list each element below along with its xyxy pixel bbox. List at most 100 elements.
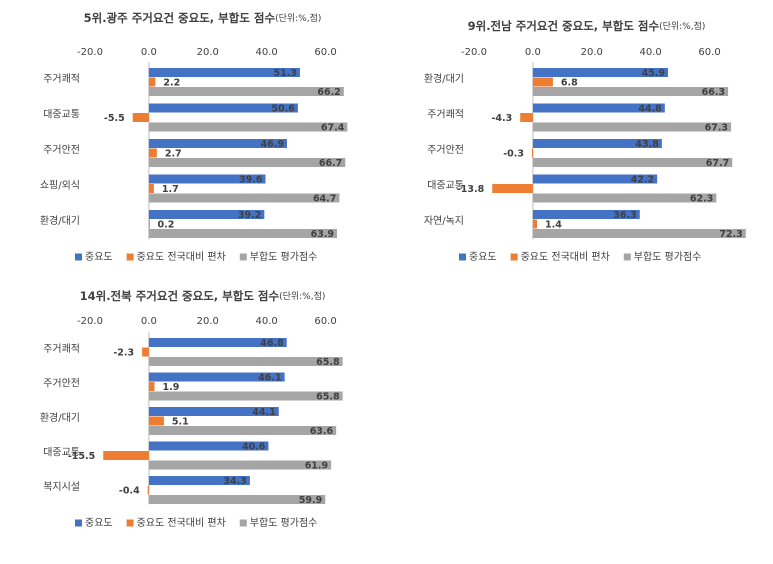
x-tick-label: 20.0 — [581, 47, 603, 58]
bar — [532, 148, 534, 158]
legend-label: 부합도 평가점수 — [250, 251, 318, 263]
value-label: 67.3 — [705, 123, 728, 134]
title-text: 14위.전북 주거요건 중요도, 부합도 점수 — [80, 289, 280, 303]
bar — [148, 229, 338, 238]
category-label: 주거안전 — [43, 377, 80, 389]
value-label: 46.1 — [258, 373, 281, 384]
category-label: 대중교통 — [43, 446, 80, 458]
bar — [148, 77, 156, 87]
x-tick-label: 60.0 — [314, 316, 336, 327]
bar — [148, 148, 157, 158]
bar — [532, 68, 669, 77]
legend-label: 부합도 평가점수 — [250, 517, 318, 529]
x-tick-label: -20.0 — [77, 316, 103, 327]
bar — [148, 441, 269, 451]
bar — [148, 407, 279, 416]
value-label: 72.3 — [719, 229, 742, 240]
value-label: 39.2 — [238, 210, 261, 221]
x-tick-label: 40.0 — [256, 316, 278, 327]
bar — [148, 357, 343, 366]
legend-swatch — [75, 253, 82, 261]
x-tick-label: 0.0 — [525, 47, 541, 58]
value-label: 39.6 — [239, 175, 263, 186]
title-text: 5위.광주 주거요건 중요도, 부합도 점수 — [84, 11, 276, 25]
bar — [148, 495, 326, 504]
value-label: 5.1 — [172, 417, 189, 428]
value-label: 64.7 — [313, 194, 336, 205]
legend-swatch — [239, 519, 247, 527]
category-label: 환경/대기 — [40, 411, 80, 424]
value-label: 44.1 — [252, 407, 275, 418]
bar — [148, 158, 346, 167]
category-label: 환경/대기 — [424, 72, 464, 85]
category-label: 복지시설 — [43, 481, 80, 493]
bar — [532, 174, 658, 184]
bar — [148, 391, 343, 401]
value-label: -0.4 — [119, 486, 140, 497]
category-label: 쇼핑/외식 — [40, 179, 80, 191]
bar — [132, 113, 149, 122]
legend-label: 중요도 전국대비 편차 — [521, 251, 610, 263]
bar — [148, 219, 150, 229]
value-label: 63.6 — [310, 426, 334, 437]
x-tick-label: 40.0 — [256, 47, 278, 58]
value-label: 45.9 — [642, 68, 665, 79]
bar — [147, 485, 149, 495]
value-label: 2.7 — [165, 149, 182, 160]
bar — [148, 476, 250, 485]
bar — [148, 87, 344, 96]
value-label: 61.9 — [305, 461, 328, 472]
value-label: 43.8 — [635, 139, 659, 150]
category-label: 주거쾌적 — [43, 73, 80, 85]
value-label: 59.9 — [299, 495, 322, 506]
value-label: 0.2 — [157, 220, 174, 231]
value-label: 46.8 — [260, 338, 284, 349]
legend-label: 중요도 — [85, 517, 113, 529]
value-label: 2.2 — [163, 78, 180, 89]
bar — [520, 113, 533, 122]
x-tick-label: 20.0 — [197, 316, 219, 327]
title-text: 9위.전남 주거요건 중요도, 부합도 점수 — [468, 19, 660, 33]
bar — [532, 229, 746, 238]
x-tick-label: 60.0 — [698, 47, 720, 58]
value-label: 40.6 — [242, 442, 266, 453]
value-label: -4.3 — [491, 113, 512, 124]
bar — [148, 416, 164, 426]
value-label: 63.9 — [311, 229, 334, 240]
bar — [148, 68, 300, 77]
bar — [148, 382, 155, 391]
value-label: -5.5 — [104, 113, 125, 124]
value-label: 50.6 — [271, 104, 295, 115]
value-label: 46.9 — [261, 139, 284, 150]
category-label: 대중교통 — [43, 108, 80, 120]
value-label: 1.9 — [162, 382, 179, 393]
subtitle: (단위:%,점) — [659, 20, 705, 32]
subtitle: (단위:%,점) — [275, 12, 321, 24]
bar — [148, 372, 285, 382]
value-label: -15.5 — [68, 451, 95, 462]
bar — [532, 122, 732, 132]
bar — [148, 139, 287, 148]
category-label: 대중교통 — [427, 179, 464, 191]
x-tick-label: 40.0 — [640, 47, 662, 58]
value-label: 42.2 — [631, 175, 654, 186]
value-label: 6.8 — [561, 78, 578, 89]
value-label: 62.3 — [690, 194, 713, 205]
legend-swatch — [126, 519, 134, 527]
bar — [532, 103, 665, 113]
x-tick-label: -20.0 — [461, 47, 487, 58]
bar — [532, 139, 662, 148]
bar — [532, 87, 729, 96]
value-label: 1.7 — [162, 184, 179, 195]
value-label: 65.8 — [316, 357, 340, 368]
value-label: -2.3 — [113, 348, 134, 359]
bar — [532, 77, 553, 87]
bar — [148, 193, 340, 203]
category-label: 주거쾌적 — [427, 108, 464, 120]
category-label: 주거안전 — [427, 144, 464, 156]
bar — [142, 347, 149, 357]
value-label: 67.4 — [321, 123, 345, 134]
bar — [532, 193, 717, 203]
x-tick-label: 0.0 — [141, 47, 157, 58]
